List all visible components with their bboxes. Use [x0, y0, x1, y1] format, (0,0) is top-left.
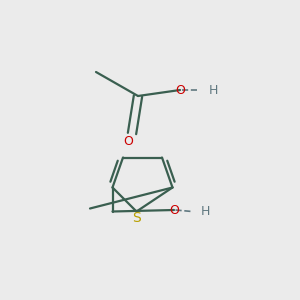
Text: O: O [175, 83, 185, 97]
Text: O: O [124, 135, 133, 148]
Text: H: H [208, 83, 218, 97]
Text: H: H [201, 205, 210, 218]
Text: O: O [169, 203, 179, 217]
Text: S: S [132, 211, 141, 225]
